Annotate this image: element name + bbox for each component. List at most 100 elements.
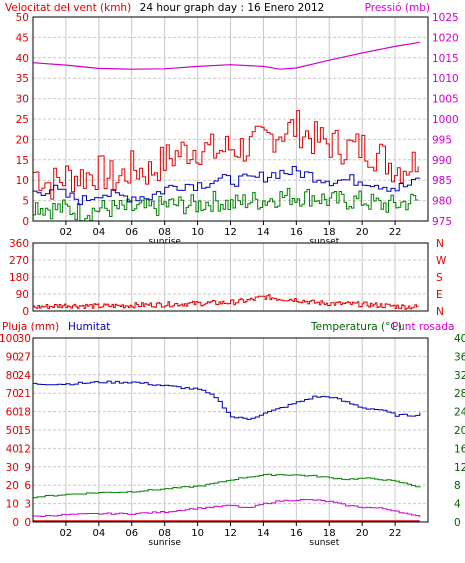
- climate-panel-xtick-label: 16: [290, 528, 303, 539]
- rain-tick-label: 30: [6, 462, 19, 474]
- wind-speed-tick-label: 25: [16, 114, 29, 126]
- direction-panel-border: [32, 242, 429, 312]
- wind-panel-xtick-label: 16: [290, 227, 303, 238]
- wind-speed-tick-label: 15: [16, 155, 29, 167]
- wind-gust-series-line: [33, 110, 419, 200]
- humidity-axis-label: Humitat: [68, 321, 110, 333]
- pressure-tick-label: 1025: [432, 12, 459, 24]
- rain-tick-label: 40: [6, 443, 19, 455]
- climate-panel-xtick-label: 04: [92, 528, 105, 539]
- temperature-series-line: [33, 473, 421, 499]
- humidity-scale-tick-label: 6: [24, 480, 31, 492]
- direction-tick-label: 0: [22, 306, 29, 318]
- pressure-tick-label: 990: [432, 155, 452, 167]
- temperature-tick-label: 40: [454, 333, 465, 345]
- rain-tick-label: 10: [6, 499, 19, 511]
- wind-speed-tick-label: 0: [22, 216, 29, 228]
- wind-panel-sunset-label: sunset: [309, 237, 339, 247]
- rain-tick-label: 20: [6, 480, 19, 492]
- climate-panel-xtick-label: 12: [224, 528, 237, 539]
- pressure-tick-label: 1000: [432, 114, 459, 126]
- climate-panel-xtick-label: 14: [257, 528, 270, 539]
- wind-panel-sunrise-label: sunrise: [148, 237, 181, 247]
- compass-tick-label: E: [436, 289, 443, 301]
- pressure-tick-label: 975: [432, 216, 452, 228]
- dewpoint-axis-label: Punt rosada: [392, 321, 454, 333]
- direction-tick-label: 90: [16, 289, 29, 301]
- pressure-series-line: [32, 41, 420, 70]
- wind-speed-tick-label: 50: [16, 12, 29, 24]
- humidity-scale-tick-label: 0: [24, 517, 31, 529]
- climate-panel-xtick-label: 02: [60, 528, 73, 539]
- pressure-tick-label: 995: [432, 134, 452, 146]
- direction-tick-label: 360: [9, 238, 29, 250]
- chart-title: 24 hour graph day : 16 Enero 2012: [140, 2, 325, 14]
- rain-tick-label: 90: [6, 351, 19, 363]
- direction-tick-label: 270: [9, 255, 29, 267]
- climate-panel-xtick-label: 18: [323, 528, 336, 539]
- pressure-tick-label: 1015: [432, 53, 459, 65]
- temperature-tick-label: 0: [454, 517, 461, 529]
- pressure-tick-label: 985: [432, 175, 452, 187]
- temperature-tick-label: 36: [454, 351, 465, 363]
- climate-panel-xtick-label: 20: [356, 528, 369, 539]
- climate-panel-xtick-label: 10: [191, 528, 204, 539]
- temperature-tick-label: 16: [454, 443, 465, 455]
- wind-speed-tick-label: 45: [16, 32, 29, 44]
- temperature-tick-label: 8: [454, 480, 461, 492]
- compass-tick-label: N: [436, 306, 444, 318]
- climate-panel-sunrise-label: sunrise: [148, 538, 181, 548]
- pressure-tick-label: 980: [432, 196, 452, 208]
- wind-panel-xtick-label: 06: [125, 227, 138, 238]
- rain-tick-label: 60: [6, 407, 19, 419]
- pressure-tick-label: 1010: [432, 73, 459, 85]
- climate-panel-xtick-label: 22: [389, 528, 402, 539]
- humidity-scale-tick-label: 24: [18, 370, 32, 382]
- wind-panel-xtick-label: 14: [257, 227, 270, 238]
- compass-tick-label: W: [436, 255, 447, 267]
- wind-speed-axis-label: Velocitat del vent (kmh): [5, 2, 131, 14]
- wind-panel-xtick-label: 22: [389, 227, 402, 238]
- humidity-scale-tick-label: 9: [24, 462, 31, 474]
- rain-axis-label: Pluja (mm): [2, 321, 59, 333]
- direction-tick-label: 180: [9, 272, 29, 284]
- humidity-series-line: [33, 380, 421, 420]
- temperature-tick-label: 32: [454, 370, 465, 382]
- pressure-axis-label: Pressió (mb): [365, 2, 430, 14]
- wind-direction-series-line: [33, 294, 419, 310]
- wind-panel-xtick-label: 04: [92, 227, 105, 238]
- rain-tick-label: 80: [6, 370, 19, 382]
- climate-panel-sunset-label: sunset: [309, 538, 339, 548]
- wind-min-series-line: [33, 187, 419, 222]
- temperature-tick-label: 24: [454, 407, 465, 419]
- wind-speed-tick-label: 40: [16, 53, 29, 65]
- humidity-scale-tick-label: 3: [24, 499, 31, 511]
- humidity-scale-tick-label: 21: [18, 388, 31, 400]
- compass-tick-label: N: [436, 238, 444, 250]
- wind-speed-tick-label: 10: [16, 175, 29, 187]
- humidity-scale-tick-label: 18: [18, 407, 31, 419]
- temperature-tick-label: 20: [454, 425, 465, 437]
- humidity-scale-tick-label: 27: [18, 351, 31, 363]
- wind-speed-tick-label: 35: [16, 73, 29, 85]
- climate-panel-xtick-label: 06: [125, 528, 138, 539]
- pressure-tick-label: 1005: [432, 94, 459, 106]
- temperature-tick-label: 12: [454, 462, 465, 474]
- humidity-scale-tick-label: 30: [18, 333, 31, 345]
- pressure-tick-label: 1020: [432, 32, 459, 44]
- wind-panel-xtick-label: 20: [356, 227, 369, 238]
- chart-panels: 0510152025303540455097598098599099510001…: [0, 12, 465, 548]
- compass-tick-label: S: [436, 272, 443, 284]
- wind-speed-tick-label: 20: [16, 134, 29, 146]
- temperature-tick-label: 28: [454, 388, 465, 400]
- rain-tick-label: 100: [0, 333, 19, 345]
- wind-panel-xtick-label: 18: [323, 227, 336, 238]
- rain-tick-label: 70: [6, 388, 19, 400]
- climate-panel-xtick-label: 08: [158, 528, 171, 539]
- wind-speed-tick-label: 30: [16, 94, 29, 106]
- wind-speed-tick-label: 5: [22, 196, 29, 208]
- rain-tick-label: 50: [6, 425, 19, 437]
- wind-panel-xtick-label: 08: [158, 227, 171, 238]
- humidity-scale-tick-label: 12: [18, 443, 31, 455]
